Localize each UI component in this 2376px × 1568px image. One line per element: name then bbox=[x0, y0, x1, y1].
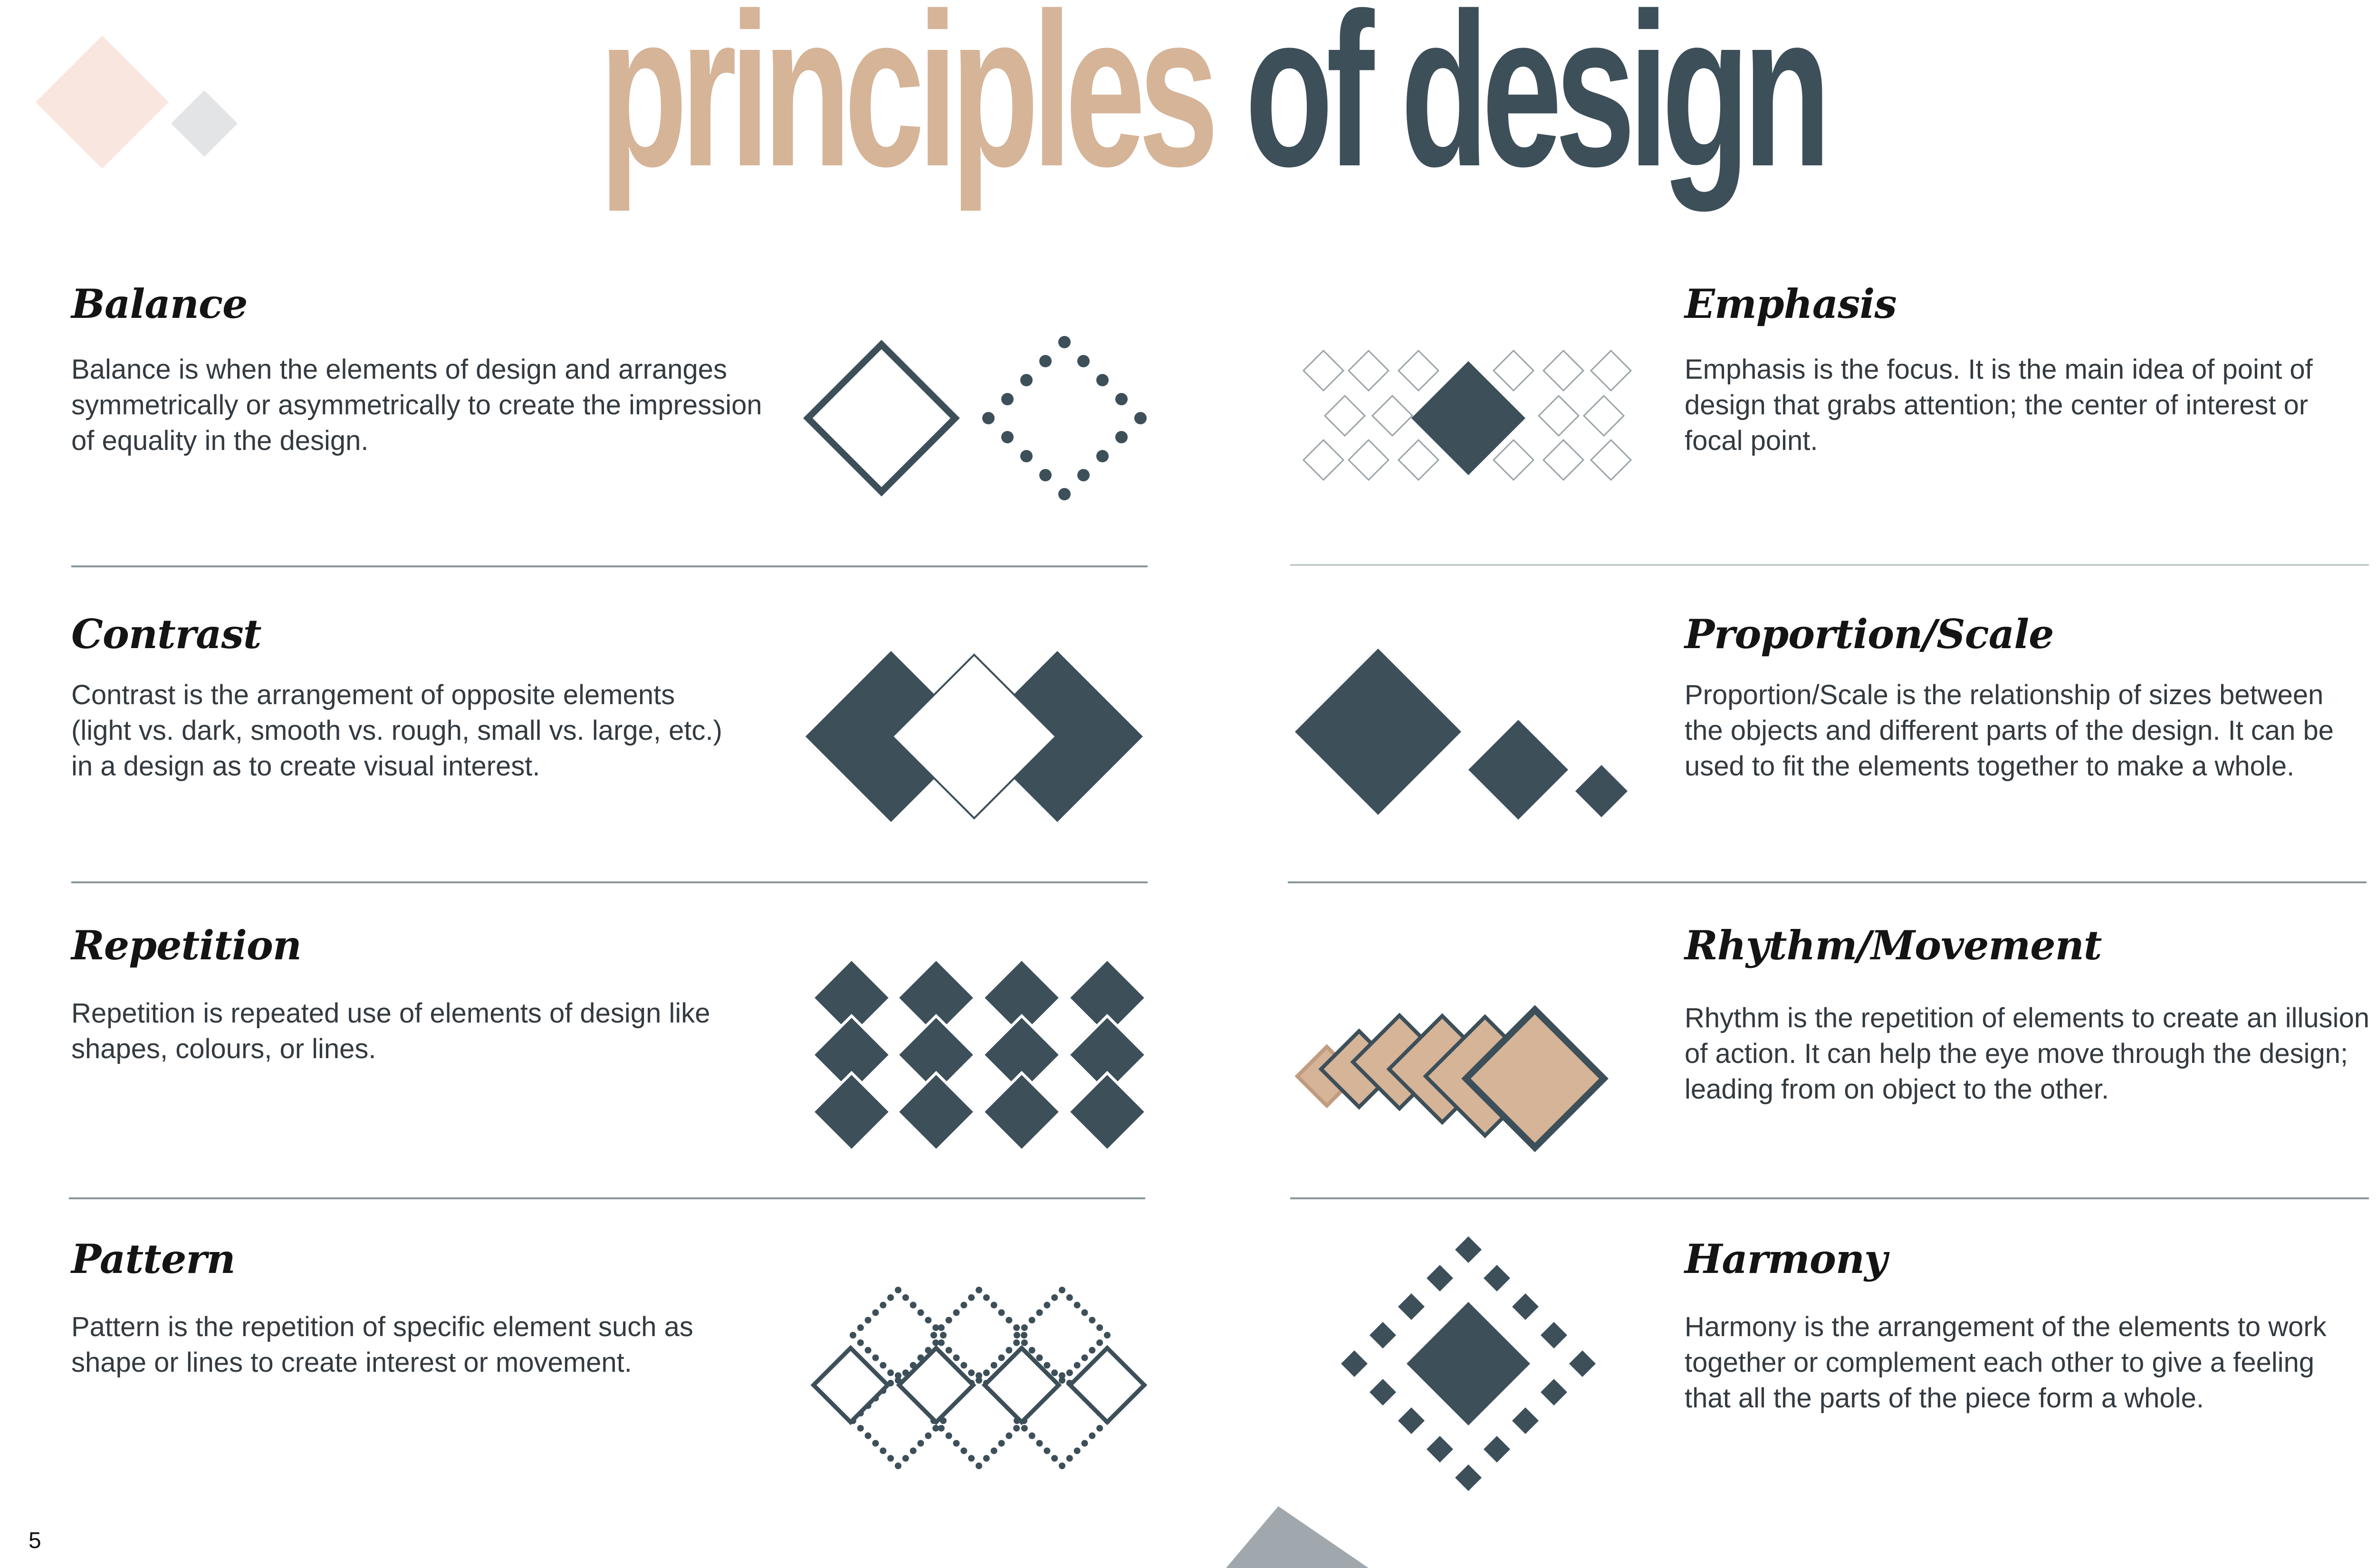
emphasis-small-diamond bbox=[1371, 394, 1414, 437]
repetition-diamond bbox=[895, 1013, 977, 1096]
heading-contrast: Contrast bbox=[71, 611, 262, 658]
divider bbox=[71, 881, 1148, 883]
repetition-diamond bbox=[810, 956, 893, 1039]
divider bbox=[1290, 1197, 2369, 1199]
desc-contrast: Contrast is the arrangement of opposite … bbox=[71, 679, 722, 782]
divider bbox=[71, 565, 1148, 567]
emphasis-small-diamond bbox=[1492, 349, 1535, 392]
pattern-diamond bbox=[1067, 1345, 1148, 1425]
divider bbox=[1290, 564, 2369, 566]
repetition-diamond bbox=[1066, 1013, 1149, 1096]
emphasis-small-diamond bbox=[1537, 394, 1580, 437]
divider bbox=[1288, 881, 2366, 883]
repetition-diamond bbox=[895, 1071, 977, 1153]
rhythm-diamond bbox=[1461, 1005, 1609, 1152]
harmony-small-diamond bbox=[1427, 1436, 1453, 1463]
desc-repetition: Repetition is repeated use of elements o… bbox=[71, 998, 710, 1064]
harmony-small-diamond bbox=[1370, 1379, 1396, 1405]
page-title-part2: of design bbox=[1245, 0, 1831, 212]
harmony-small-diamond bbox=[1341, 1350, 1368, 1377]
desc-harmony: Harmony is the arrangement of the elemen… bbox=[1685, 1311, 2327, 1414]
emphasis-small-diamond bbox=[1492, 439, 1535, 481]
rhythm-diamond bbox=[1294, 1044, 1359, 1109]
harmony-small-diamond bbox=[1569, 1350, 1596, 1377]
repetition-diamond bbox=[1066, 956, 1149, 1039]
desc-emphasis: Emphasis is the focus. It is the main id… bbox=[1685, 354, 2313, 456]
page-title: principles of design bbox=[412, 0, 2012, 200]
pattern-diamond bbox=[896, 1345, 977, 1425]
rhythm-diamond bbox=[1318, 1028, 1400, 1110]
desc-balance: Balance is when the elements of design a… bbox=[71, 354, 762, 456]
emphasis-small-diamond bbox=[1590, 349, 1632, 392]
harmony-small-diamond bbox=[1484, 1436, 1510, 1463]
emphasis-small-diamond bbox=[1323, 394, 1366, 437]
emphasis-small-diamond bbox=[1542, 349, 1585, 392]
harmony-small-diamond bbox=[1427, 1265, 1453, 1291]
harmony-small-diamond bbox=[1541, 1379, 1567, 1405]
desc-rhythm-movement: Rhythm is the repetition of elements to … bbox=[1685, 1003, 2370, 1105]
repetition-diamond bbox=[810, 1013, 893, 1096]
emphasis-small-diamond bbox=[1347, 349, 1390, 392]
harmony-small-diamond bbox=[1455, 1236, 1482, 1263]
harmony-small-diamond bbox=[1398, 1407, 1425, 1434]
emphasis-small-diamond bbox=[1347, 439, 1390, 481]
rhythm-diamond bbox=[1423, 1014, 1547, 1138]
pattern-diamond bbox=[810, 1345, 891, 1425]
divider bbox=[69, 1197, 1145, 1199]
repetition-diamond bbox=[1066, 1071, 1149, 1153]
emphasis-small-diamond bbox=[1397, 439, 1440, 481]
harmony-small-diamond bbox=[1370, 1322, 1396, 1348]
heading-repetition: Repetition bbox=[71, 922, 302, 969]
harmony-small-diamond bbox=[1484, 1265, 1510, 1291]
emphasis-small-diamond bbox=[1302, 349, 1345, 392]
repetition-diamond bbox=[895, 956, 977, 1039]
harmony-small-diamond bbox=[1541, 1322, 1567, 1348]
harmony-small-diamond bbox=[1398, 1293, 1425, 1320]
desc-proportion-scale: Proportion/Scale is the relationship of … bbox=[1685, 679, 2334, 782]
page-number-left: 5 bbox=[29, 1528, 41, 1553]
emphasis-small-diamond bbox=[1582, 394, 1625, 437]
harmony-small-diamond bbox=[1512, 1293, 1539, 1320]
harmony-small-diamond bbox=[1455, 1464, 1482, 1491]
emphasis-small-diamond bbox=[1397, 349, 1440, 392]
emphasis-small-diamond bbox=[1302, 439, 1345, 481]
pattern-diamond bbox=[981, 1345, 1062, 1425]
heading-harmony: Harmony bbox=[1685, 1235, 1887, 1282]
repetition-diamond bbox=[980, 1071, 1063, 1153]
repetition-diamond bbox=[810, 1071, 893, 1153]
heading-pattern: Pattern bbox=[71, 1235, 236, 1282]
repetition-diamond bbox=[980, 956, 1063, 1039]
emphasis-small-diamond bbox=[1590, 439, 1632, 481]
desc-pattern: Pattern is the repetition of specific el… bbox=[71, 1311, 693, 1378]
repetition-diamond bbox=[980, 1013, 1063, 1096]
heading-proportion-scale: Proportion/Scale bbox=[1685, 611, 2054, 658]
heading-balance: Balance bbox=[71, 280, 248, 327]
harmony-small-diamond bbox=[1512, 1407, 1539, 1434]
heading-rhythm-movement: Rhythm/Movement bbox=[1685, 922, 2102, 969]
heading-emphasis: Emphasis bbox=[1685, 280, 1897, 327]
emphasis-small-diamond bbox=[1542, 439, 1585, 481]
page-title-part1: principles bbox=[599, 0, 1218, 212]
rhythm-diamond bbox=[1386, 1013, 1498, 1125]
rhythm-diamond bbox=[1350, 1013, 1449, 1111]
decor-triangle-bottom bbox=[1226, 1506, 1369, 1568]
